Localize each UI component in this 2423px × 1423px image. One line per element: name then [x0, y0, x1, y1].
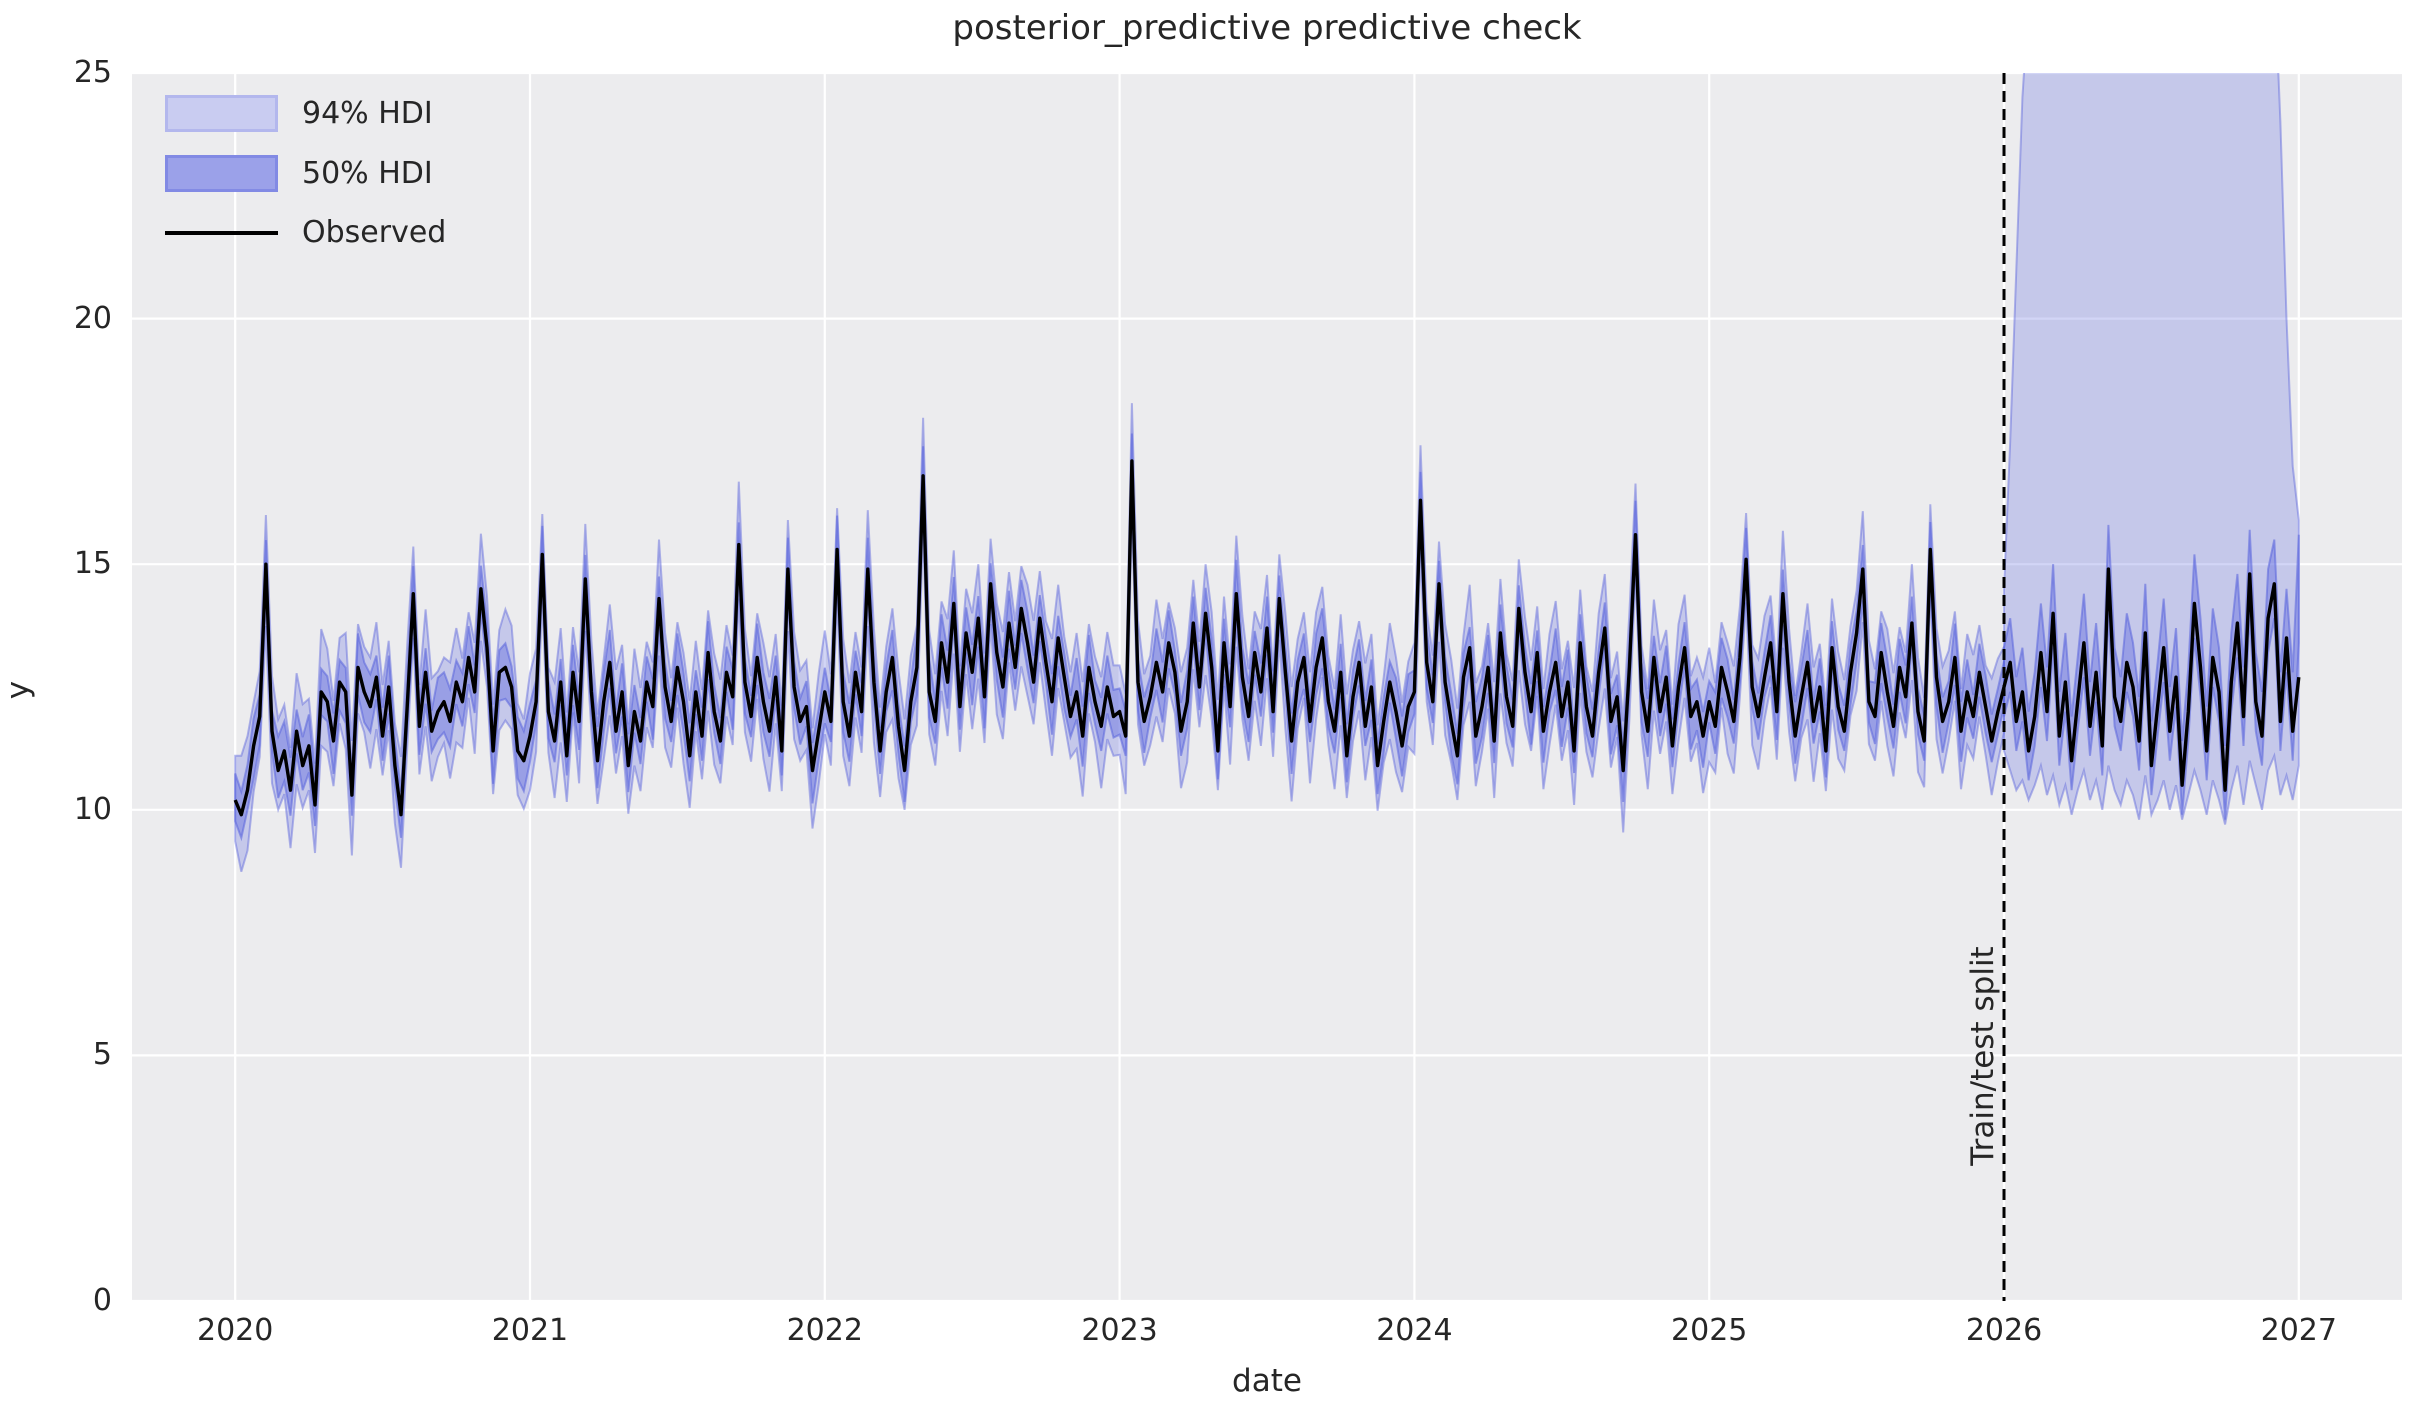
- x-tick-label: 2021: [491, 1313, 569, 1348]
- y-tick-label: 0: [92, 1283, 112, 1318]
- hdi-94-band-train: [234, 403, 2005, 872]
- y-tick-label: 10: [73, 791, 112, 827]
- legend-swatch-50: [165, 155, 278, 192]
- legend-swatch-94: [165, 95, 278, 132]
- x-tick-label: 2020: [196, 1313, 274, 1348]
- y-tick-label: 15: [73, 546, 112, 582]
- legend-observed-line: [165, 230, 278, 235]
- x-tick-label: 2023: [1081, 1313, 1158, 1348]
- x-tick-label: 2022: [786, 1313, 863, 1348]
- x-tick-label: 2027: [2260, 1313, 2337, 1348]
- x-axis-label: date: [1232, 1363, 1302, 1399]
- y-tick-label: 25: [73, 55, 112, 90]
- train-test-split-label: Train/test split: [1965, 946, 2001, 1166]
- y-tick-label: 20: [73, 300, 112, 336]
- x-tick-label: 2024: [1376, 1313, 1453, 1348]
- legend-item-94-hdi: 94% HDI: [165, 95, 446, 132]
- y-axis-label: y: [0, 680, 36, 700]
- hdi-94-band-test: [2003, 73, 2300, 825]
- x-tick-label: 2026: [1965, 1313, 2043, 1348]
- chart-title: posterior_predictive predictive check: [952, 8, 1582, 48]
- legend-label: Observed: [302, 215, 447, 250]
- x-tick-label: 2025: [1671, 1313, 1748, 1348]
- legend-item-50-hdi: 50% HDI: [165, 155, 446, 192]
- legend: 94% HDI 50% HDI Observed: [165, 95, 446, 250]
- legend-item-observed: Observed: [165, 215, 446, 250]
- legend-label: 50% HDI: [302, 156, 433, 191]
- legend-label: 94% HDI: [302, 96, 433, 131]
- y-tick-label: 5: [92, 1037, 112, 1073]
- observed-line: [233, 459, 2301, 817]
